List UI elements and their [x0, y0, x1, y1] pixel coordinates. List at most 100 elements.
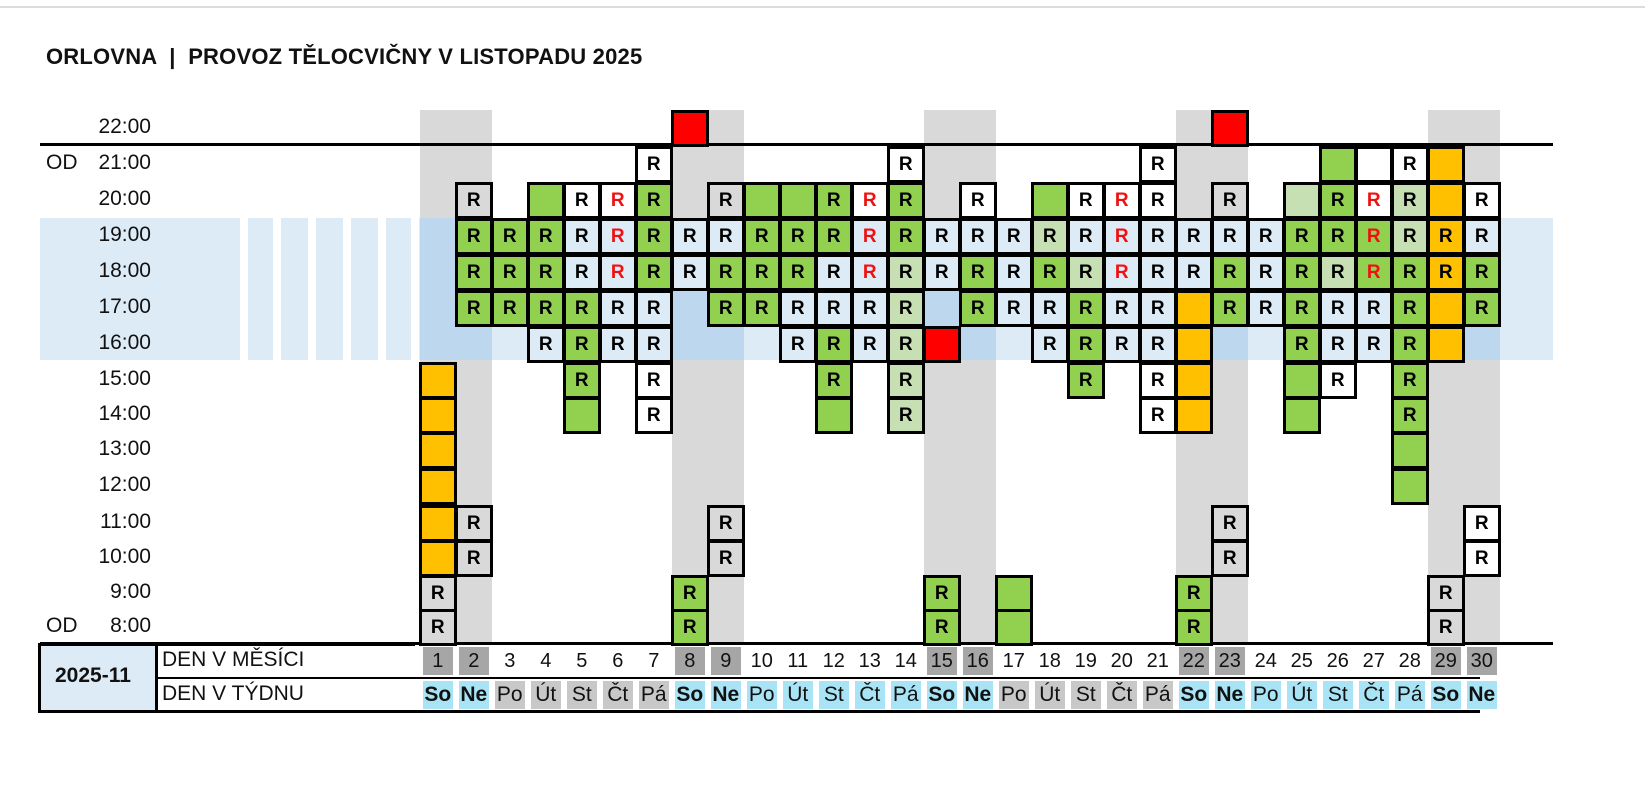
booking-cell[interactable]: R — [1139, 146, 1177, 183]
booking-cell[interactable]: R — [1355, 254, 1393, 291]
booking-cell[interactable]: R — [779, 254, 817, 291]
booking-cell[interactable] — [419, 362, 457, 399]
booking-cell[interactable]: R — [1355, 218, 1393, 255]
booking-cell[interactable]: R — [815, 362, 853, 399]
booking-cell[interactable]: R — [1103, 290, 1141, 327]
booking-cell[interactable] — [419, 468, 457, 505]
booking-cell[interactable] — [1175, 362, 1213, 399]
booking-cell[interactable] — [563, 397, 601, 434]
booking-cell[interactable]: R — [635, 182, 673, 219]
booking-cell[interactable]: R — [1031, 290, 1069, 327]
booking-cell[interactable]: R — [563, 254, 601, 291]
booking-cell[interactable]: R — [1247, 254, 1285, 291]
booking-cell[interactable]: R — [959, 182, 997, 219]
booking-cell[interactable]: R — [707, 290, 745, 327]
booking-cell[interactable]: R — [1103, 218, 1141, 255]
booking-cell[interactable] — [1427, 182, 1465, 219]
booking-cell[interactable]: R — [1427, 609, 1465, 646]
booking-cell[interactable]: R — [563, 290, 601, 327]
booking-cell[interactable]: R — [1067, 254, 1105, 291]
booking-cell[interactable]: R — [1031, 326, 1069, 363]
booking-cell[interactable]: R — [887, 254, 925, 291]
booking-cell[interactable]: R — [599, 254, 637, 291]
booking-cell[interactable]: R — [1067, 362, 1105, 399]
booking-cell[interactable]: R — [1427, 218, 1465, 255]
booking-cell[interactable]: R — [707, 540, 745, 577]
booking-cell[interactable]: R — [851, 326, 889, 363]
booking-cell[interactable]: R — [1319, 218, 1357, 255]
booking-cell[interactable]: R — [707, 182, 745, 219]
booking-cell[interactable]: R — [1319, 182, 1357, 219]
booking-cell[interactable]: R — [491, 254, 529, 291]
booking-cell[interactable]: R — [1139, 254, 1177, 291]
booking-cell[interactable]: R — [1031, 218, 1069, 255]
booking-cell[interactable]: R — [959, 290, 997, 327]
booking-cell[interactable]: R — [1211, 182, 1249, 219]
booking-cell[interactable]: R — [455, 505, 493, 542]
booking-cell[interactable]: R — [1211, 540, 1249, 577]
booking-cell[interactable]: R — [1283, 218, 1321, 255]
booking-cell[interactable] — [923, 326, 961, 363]
booking-cell[interactable]: R — [635, 290, 673, 327]
booking-cell[interactable]: R — [635, 254, 673, 291]
booking-cell[interactable]: R — [455, 218, 493, 255]
booking-cell[interactable]: R — [455, 540, 493, 577]
booking-cell[interactable]: R — [1139, 362, 1177, 399]
booking-cell[interactable]: R — [419, 575, 457, 612]
booking-cell[interactable]: R — [815, 290, 853, 327]
booking-cell[interactable]: R — [923, 218, 961, 255]
booking-cell[interactable]: R — [743, 218, 781, 255]
booking-cell[interactable] — [419, 432, 457, 469]
booking-cell[interactable]: R — [527, 290, 565, 327]
booking-cell[interactable] — [1391, 468, 1429, 505]
booking-cell[interactable]: R — [1139, 182, 1177, 219]
booking-cell[interactable] — [743, 182, 781, 219]
booking-cell[interactable]: R — [1139, 397, 1177, 434]
booking-cell[interactable]: R — [1175, 609, 1213, 646]
booking-cell[interactable]: R — [707, 254, 745, 291]
booking-cell[interactable]: R — [455, 254, 493, 291]
booking-cell[interactable]: R — [599, 218, 637, 255]
booking-cell[interactable]: R — [563, 182, 601, 219]
booking-cell[interactable]: R — [1211, 218, 1249, 255]
booking-cell[interactable]: R — [779, 326, 817, 363]
booking-cell[interactable]: R — [491, 290, 529, 327]
booking-cell[interactable]: R — [1175, 575, 1213, 612]
booking-cell[interactable] — [1175, 397, 1213, 434]
booking-cell[interactable] — [527, 182, 565, 219]
booking-cell[interactable]: R — [527, 218, 565, 255]
booking-cell[interactable]: R — [635, 218, 673, 255]
booking-cell[interactable] — [1283, 362, 1321, 399]
booking-cell[interactable]: R — [671, 218, 709, 255]
booking-cell[interactable]: R — [635, 362, 673, 399]
booking-cell[interactable]: R — [455, 290, 493, 327]
booking-cell[interactable] — [1175, 326, 1213, 363]
booking-cell[interactable]: R — [1319, 362, 1357, 399]
booking-cell[interactable]: R — [1175, 218, 1213, 255]
booking-cell[interactable]: R — [1391, 362, 1429, 399]
booking-cell[interactable]: R — [1067, 218, 1105, 255]
booking-cell[interactable]: R — [779, 218, 817, 255]
booking-cell[interactable] — [815, 397, 853, 434]
booking-cell[interactable]: R — [1463, 290, 1501, 327]
booking-cell[interactable]: R — [851, 182, 889, 219]
booking-cell[interactable] — [995, 575, 1033, 612]
booking-cell[interactable]: R — [1067, 290, 1105, 327]
booking-cell[interactable]: R — [959, 218, 997, 255]
booking-cell[interactable]: R — [1463, 182, 1501, 219]
booking-cell[interactable]: R — [707, 218, 745, 255]
booking-cell[interactable]: R — [851, 290, 889, 327]
booking-cell[interactable] — [1427, 290, 1465, 327]
booking-cell[interactable] — [1427, 326, 1465, 363]
booking-cell[interactable] — [1283, 397, 1321, 434]
booking-cell[interactable] — [1175, 290, 1213, 327]
booking-cell[interactable]: R — [887, 218, 925, 255]
booking-cell[interactable]: R — [1391, 254, 1429, 291]
booking-cell[interactable]: R — [923, 254, 961, 291]
booking-cell[interactable] — [419, 540, 457, 577]
booking-cell[interactable]: R — [887, 146, 925, 183]
booking-cell[interactable]: R — [491, 218, 529, 255]
booking-cell[interactable]: R — [671, 575, 709, 612]
booking-cell[interactable]: R — [1319, 326, 1357, 363]
booking-cell[interactable] — [419, 505, 457, 542]
